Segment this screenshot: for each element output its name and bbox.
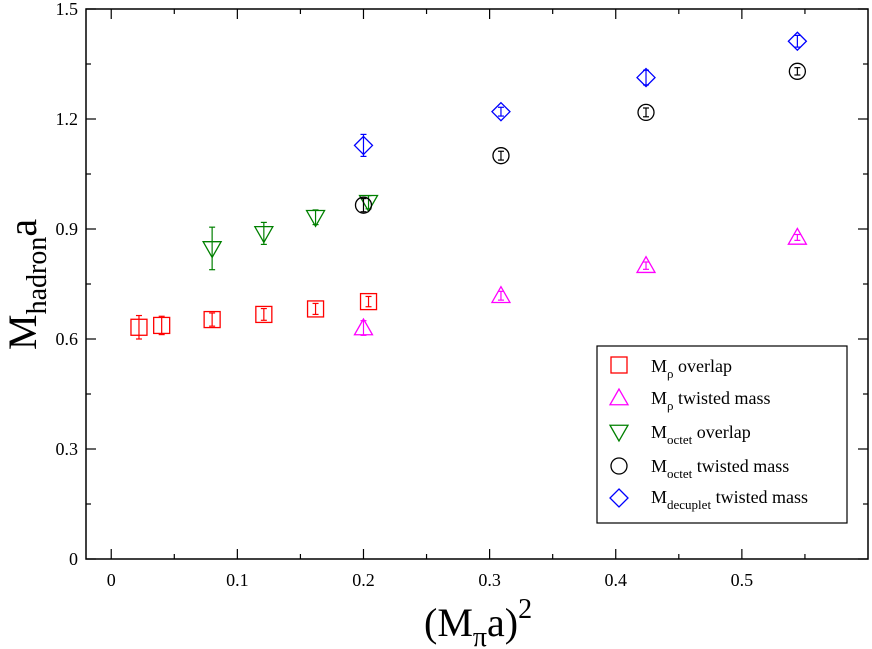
legend-markers: [608, 356, 630, 508]
y-tick-label: 0: [69, 549, 78, 569]
x-title-base: (M: [424, 600, 473, 645]
legend-base: M: [651, 456, 667, 476]
legend-entry-decuplet-twisted: Mdecuplet twisted mass: [651, 487, 808, 512]
series-rho_overlap: [130, 292, 378, 340]
legend-marker-rho_overlap: [610, 356, 628, 374]
data-point-octet_twisted: [788, 62, 807, 80]
data-point-octet_overlap: [305, 209, 326, 228]
legend-sub: octet: [667, 432, 693, 447]
legend-marker-decuplet_twisted: [609, 488, 629, 508]
legend-entry-octet-twisted: Moctet twisted mass: [651, 456, 789, 481]
legend-marker-octet_overlap: [608, 424, 630, 443]
data-point-octet_overlap: [253, 225, 274, 244]
legend-entry-rho-twisted: Mρ twisted mass: [651, 388, 771, 413]
data-point-octet_twisted: [354, 196, 373, 214]
series-octet_twisted: [354, 62, 807, 214]
y-tick-label: 0.3: [56, 439, 79, 459]
data-point-octet_overlap: [202, 241, 223, 259]
legend-sub: decuplet: [667, 497, 711, 512]
data-point-decuplet_twisted: [353, 135, 374, 156]
x-axis-title: (Mπa)2: [424, 594, 532, 649]
data-point-rho_twisted: [353, 317, 374, 336]
axis-ticks: 0 0.1 0.2 0.3 0.4 0.5 0 0.3 0.6 0.9 1.2 1.5: [56, 0, 868, 590]
data-point-rho_twisted: [635, 255, 657, 274]
data-point-decuplet_twisted: [636, 67, 656, 88]
legend-rest: overlap: [674, 356, 732, 376]
series-octet_overlap: [202, 194, 379, 271]
x-title-sup: 2: [518, 594, 532, 625]
y-tick-label: 0.9: [56, 219, 79, 239]
y-tick-label: 0.6: [56, 329, 79, 349]
legend-sub: octet: [667, 466, 693, 481]
series-rho_twisted: [353, 227, 808, 336]
data-point-decuplet_twisted: [491, 101, 511, 122]
data-point-rho_overlap: [306, 300, 325, 318]
legend-rest: overlap: [692, 422, 750, 442]
y-title-sub: hadron: [22, 237, 53, 315]
y-axis-title: Mhadrona: [0, 219, 53, 350]
data-point-rho_overlap: [359, 292, 378, 311]
legend-marker-rho_twisted: [608, 387, 630, 406]
legend-entry-rho-overlap: Mρ overlap: [651, 356, 732, 381]
data-point-decuplet_twisted: [787, 31, 808, 52]
legend-rest: twisted mass: [692, 456, 789, 476]
legend-box: [596, 345, 848, 524]
x-title-mid: a): [487, 600, 518, 645]
legend: Mρ overlap Mρ twisted mass Moctet overla…: [596, 345, 848, 524]
data-point-rho_overlap: [203, 310, 221, 329]
data-points: [130, 31, 808, 340]
legend-sub: ρ: [667, 398, 674, 413]
x-tick-label: 0.3: [478, 570, 501, 590]
data-point-rho_twisted: [490, 285, 512, 304]
x-tick-label: 0.2: [352, 570, 375, 590]
legend-base: M: [651, 356, 667, 376]
legend-rest: twisted mass: [711, 487, 808, 507]
legend-rest: twisted mass: [674, 388, 771, 408]
y-tick-label: 1.5: [56, 0, 79, 19]
data-point-rho_twisted: [787, 227, 808, 245]
data-point-rho_overlap: [255, 305, 273, 324]
x-tick-label: 0: [107, 570, 116, 590]
x-tick-label: 0.5: [731, 570, 754, 590]
data-point-octet_twisted: [492, 147, 510, 165]
y-title-tail: a: [0, 219, 45, 237]
data-point-rho_overlap: [130, 318, 148, 336]
x-tick-label: 0.1: [226, 570, 249, 590]
legend-base: M: [651, 388, 667, 408]
legend-base: M: [651, 487, 667, 507]
x-title-sub: π: [473, 622, 487, 649]
y-title-base: M: [0, 314, 45, 350]
y-tick-label: 1.2: [56, 109, 79, 129]
x-tick-label: 0.4: [604, 570, 627, 590]
legend-base: M: [651, 422, 667, 442]
data-point-octet_twisted: [637, 103, 655, 122]
legend-entry-octet-overlap: Moctet overlap: [651, 422, 751, 447]
legend-sub: ρ: [667, 366, 674, 381]
series-decuplet_twisted: [353, 31, 808, 157]
legend-marker-octet_twisted: [610, 457, 628, 475]
data-point-rho_overlap: [153, 316, 171, 335]
